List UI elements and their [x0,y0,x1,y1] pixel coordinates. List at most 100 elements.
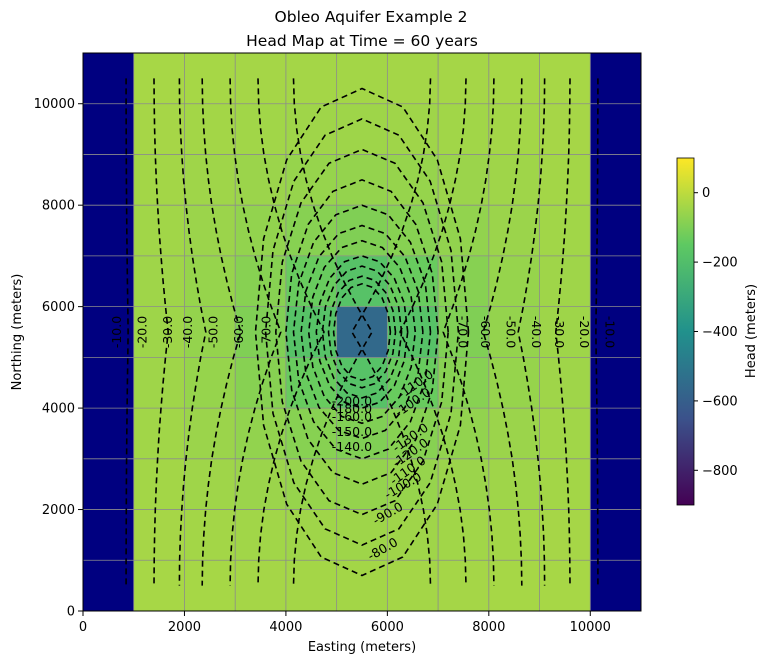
heatmap-cell [83,408,135,460]
contour-line [595,78,599,586]
y-tick-label: 10000 [34,97,75,112]
colorbar-ticks: 0 −200 −400 −600 −800 [694,186,738,479]
contour-line [292,204,432,460]
chart-title: Obleo Aquifer Example 2 [275,8,468,26]
contour-label: -20.0 [134,316,149,348]
contour-label: -70.0 [259,316,274,348]
colorbar-label: Head (meters) [744,284,759,378]
heatmap-cell [539,408,591,460]
heatmap-cell [336,306,388,358]
heatmap-cell [336,205,388,257]
heatmap-cell [488,509,540,561]
chart-subtitle: Head Map at Time = 60 years [246,32,478,50]
heatmap-cell [539,255,591,308]
y-tick-label: 8000 [42,199,75,214]
x-tick-label: 6000 [371,620,404,635]
heatmap-cell [488,53,540,105]
heatmap-cell [184,205,236,257]
contour-line [517,78,546,586]
y-axis-label: Northing (meters) [10,274,25,391]
contour-label: -200.0 [332,394,372,409]
heatmap-cell [539,154,591,206]
heatmap-cell [488,560,540,612]
heatmap-cell [590,306,642,358]
heatmap-cell [488,458,540,510]
heatmap-cell [387,560,439,612]
contour-line [327,275,397,389]
heatmap-cell [285,103,338,155]
contour-line [321,265,403,399]
contour-label: -10.0 [603,316,618,348]
heatmap-cell [184,154,236,206]
contour-line [554,78,571,586]
contour-line [274,148,449,516]
heatmap-cell [83,357,135,409]
contour-label: -50.0 [504,316,519,348]
contour-lines [125,78,599,586]
heatmap-cell [83,306,135,358]
heatmap-cell [590,560,642,612]
heatmap-cell [438,408,490,460]
heatmap-cell [285,509,338,561]
heatmap-cell [184,408,236,460]
heatmap-cell [539,458,591,510]
contour-line [264,118,460,546]
heatmap-cell [285,255,338,308]
contour-line [307,239,417,425]
heatmap-cell [336,357,388,409]
x-tick-label: 4000 [269,620,302,635]
heatmap-cell [590,408,642,460]
heatmap-cell [83,560,135,612]
contour-label: -60.0 [478,316,493,348]
heatmap-cell [539,306,591,358]
colorbar-tick-label: −200 [702,256,738,271]
heatmap-cell [133,509,185,561]
heatmap-cell [590,205,642,257]
colorbar [676,157,695,506]
heatmap-cell [539,103,591,155]
heatmap-cell [336,408,388,460]
heatmap-cell [184,103,236,155]
contour-line [399,78,467,586]
contour-label: -160.0 [332,409,372,424]
heatmap-cell [438,306,490,358]
heatmap-cell [488,408,540,460]
contour-line [350,78,432,586]
contour-label: -30.0 [160,316,175,348]
contour-label: -40.0 [529,316,544,348]
contour-line [178,78,207,586]
contour-label: -180.0 [332,401,372,416]
heatmap-cell [539,53,591,105]
heatmap-cell [590,154,642,206]
contour-labels: -10.0 -20.0 -30.0 -40.0 -50.0 -60.0 -70.0 -70.0… [109,316,618,564]
contour-line [300,224,424,440]
heatmap-cell [438,53,490,105]
heatmap-cell [438,154,490,206]
contour-label: -150.0 [332,424,372,439]
heatmap-cell [184,306,236,358]
contour-line [125,78,129,586]
colorbar-tick-label: −800 [702,464,738,479]
contour-label: -60.0 [231,316,246,348]
contour-label: -10.0 [109,316,124,348]
heatmap-cell [235,458,287,510]
contour-line [315,255,409,409]
heatmap-cell [590,103,642,155]
y-tick-label: 2000 [42,503,75,518]
heatmap-cell [590,357,642,409]
x-axis-label: Easting (meters) [308,640,416,655]
colorbar-tick-label: −400 [702,325,738,340]
heatmap-cell [590,53,642,105]
x-axis-ticks: 0 2000 4000 6000 8000 10000 [79,611,611,635]
heatmap-cells [83,53,642,612]
heatmap-cell [438,509,490,561]
heatmap-cell [590,255,642,308]
heatmap-cell [488,103,540,155]
contour-line [285,178,439,486]
contour-line [292,78,374,586]
contour-label: -20.0 [577,316,592,348]
contour-line [229,78,282,586]
heatmap-cell [438,458,490,510]
heatmap-cell [387,509,439,561]
